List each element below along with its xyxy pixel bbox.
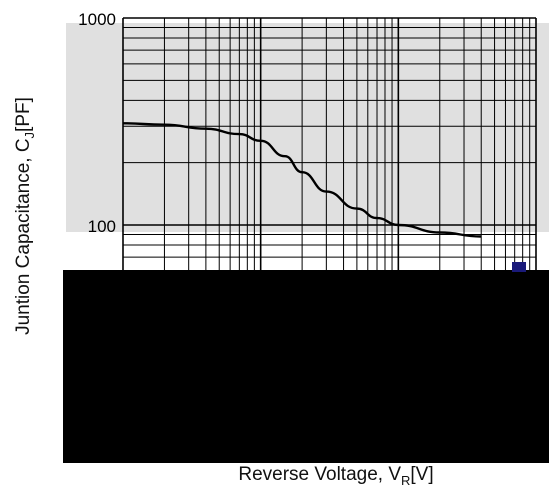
plot-band-top xyxy=(66,23,549,232)
capacitance-curve xyxy=(122,122,482,238)
y-tick-label: 100 xyxy=(88,217,116,236)
y-tick-label: 1000 xyxy=(78,10,116,29)
x-axis-label: Reverse Voltage, VR[V] xyxy=(238,464,433,488)
series-group xyxy=(122,122,482,238)
y-axis-label: Juntion Capacitance, CJ[PF] xyxy=(13,97,37,335)
corner-marker xyxy=(512,262,526,272)
dark-overlay xyxy=(63,270,549,463)
